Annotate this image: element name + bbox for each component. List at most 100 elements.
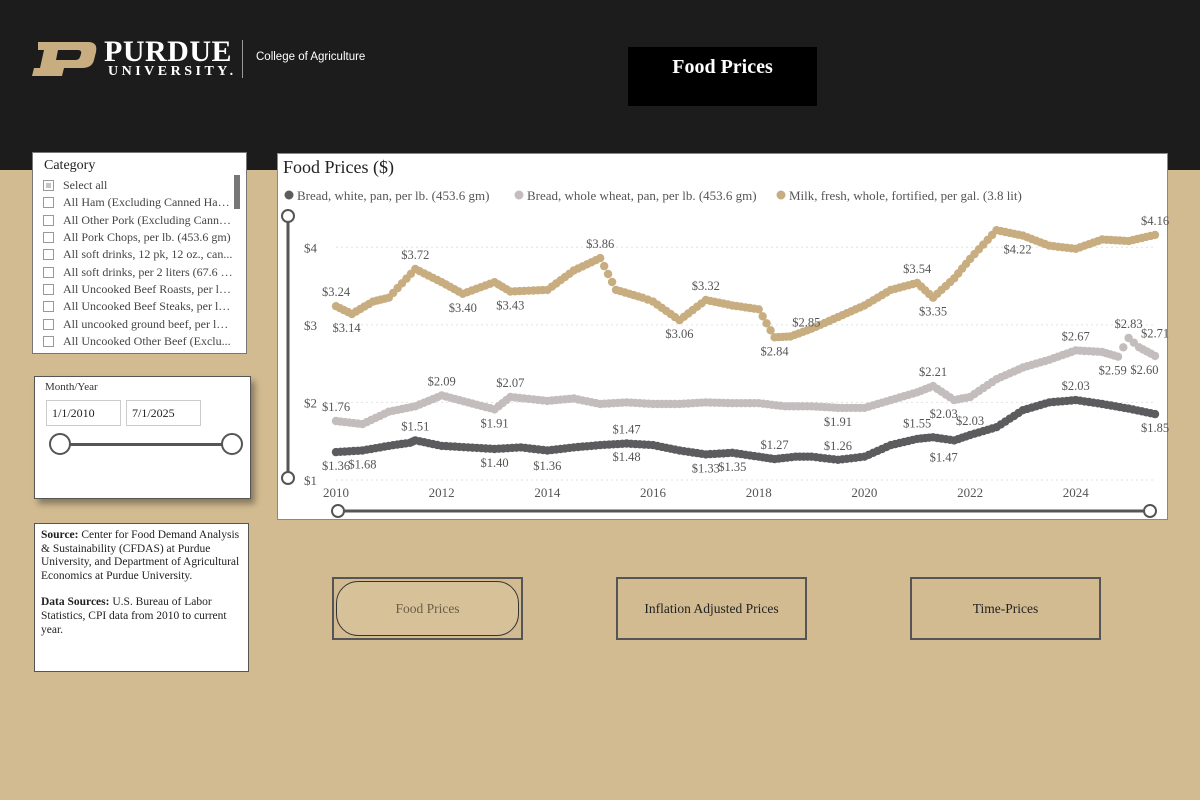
category-item-label: All soft drinks, 12 pk, 12 oz., can... xyxy=(63,247,233,262)
category-item[interactable]: All soft drinks, 12 pk, 12 oz., can... xyxy=(43,246,233,263)
chart-title: Food Prices ($) xyxy=(283,157,394,178)
data-label: $1.91 xyxy=(824,415,852,429)
category-item[interactable]: All Ham (Excluding Canned Ham...) xyxy=(43,194,233,211)
legend-marker xyxy=(514,190,524,200)
checkbox[interactable] xyxy=(43,266,54,278)
data-label: $3.24 xyxy=(322,285,351,299)
x-tick-label: 2014 xyxy=(534,485,561,500)
logo-university: UNIVERSITY. xyxy=(108,64,237,79)
y-range-bottom-handle[interactable] xyxy=(281,471,295,485)
data-label: $3.32 xyxy=(692,279,720,293)
time-prices-button[interactable]: Time-Prices xyxy=(910,577,1101,640)
source-text: Center for Food Demand Analysis & Sustai… xyxy=(41,529,240,582)
data-point xyxy=(758,312,767,321)
checkbox[interactable] xyxy=(43,318,54,330)
data-point xyxy=(600,261,609,271)
legend-entry[interactable]: Milk, fresh, whole, fortified, per gal. … xyxy=(789,188,1022,203)
category-item[interactable]: All Other Pork (Excluding Canned...) xyxy=(43,212,233,229)
legend-entry[interactable]: Bread, whole wheat, pan, per lb. (453.6 … xyxy=(527,188,757,203)
food-prices-button-label: Food Prices xyxy=(336,581,519,636)
x-tick-label: 2024 xyxy=(1063,485,1090,500)
data-point xyxy=(1150,351,1160,361)
x-tick-label: 2010 xyxy=(323,485,349,500)
x-tick-label: 2020 xyxy=(851,485,877,500)
data-label: $1.27 xyxy=(760,438,788,452)
data-label: $3.86 xyxy=(586,237,614,251)
purdue-p-icon xyxy=(32,42,97,76)
category-item[interactable]: All soft drinks, per 2 liters (67.6 oz) xyxy=(43,263,233,280)
data-label: $2.71 xyxy=(1141,326,1169,340)
data-label: $3.43 xyxy=(496,298,524,312)
checkbox[interactable] xyxy=(43,301,54,313)
data-sources-label: Data Sources: xyxy=(41,596,110,609)
data-label: $2.07 xyxy=(496,376,524,390)
category-item[interactable]: All Uncooked Beef Steaks, per lb.... xyxy=(43,298,233,315)
data-label: $1.35 xyxy=(718,460,746,474)
category-item-label: Select all xyxy=(63,178,108,193)
checkbox[interactable] xyxy=(43,180,54,192)
data-label: $1.51 xyxy=(401,419,429,433)
data-label: $1.47 xyxy=(613,423,641,437)
y-range-top-handle[interactable] xyxy=(281,209,295,223)
data-label: $2.83 xyxy=(1115,317,1143,331)
category-item[interactable]: All Uncooked Beef Roasts, per lb.... xyxy=(43,281,233,298)
select-all-item[interactable]: Select all xyxy=(43,177,233,194)
category-item[interactable]: All Pork Chops, per lb. (453.6 gm) xyxy=(43,229,233,246)
category-slicer: Category Select all All Ham (Excluding Ca… xyxy=(32,152,247,354)
header-bar: PURDUE UNIVERSITY. College of Agricultur… xyxy=(0,0,1200,170)
data-label: $3.35 xyxy=(919,305,947,319)
data-point xyxy=(762,319,771,328)
category-slicer-title: Category xyxy=(44,158,96,173)
data-point xyxy=(754,305,763,314)
checkbox[interactable] xyxy=(43,335,54,347)
chart-canvas: Food Prices ($) Bread, white, pan, per lb… xyxy=(281,157,1169,518)
data-point xyxy=(766,326,775,335)
data-label: $3.72 xyxy=(401,248,429,262)
data-label: $2.03 xyxy=(956,414,984,428)
data-sources-text: U.S. Bureau of Labor Statistics, CPI dat… xyxy=(41,596,227,636)
data-label: $1.33 xyxy=(692,461,720,475)
category-item-label: All soft drinks, per 2 liters (67.6 oz) xyxy=(63,264,233,279)
legend-marker xyxy=(776,190,786,200)
food-prices-button[interactable]: Food Prices xyxy=(332,577,523,640)
category-scrollbar[interactable] xyxy=(234,175,240,209)
data-point xyxy=(1150,230,1160,240)
checkbox[interactable] xyxy=(43,197,54,209)
data-label: $1.36 xyxy=(533,459,561,473)
data-label: $3.14 xyxy=(333,321,362,335)
data-point xyxy=(1119,343,1128,352)
category-item[interactable]: All uncooked ground beef, per lb.... xyxy=(43,315,233,332)
data-label: $1.85 xyxy=(1141,421,1169,435)
data-label: $2.59 xyxy=(1099,364,1127,378)
data-label: $1.26 xyxy=(824,439,852,453)
x-range-start-handle[interactable] xyxy=(331,504,345,518)
date-start-handle[interactable] xyxy=(49,433,71,455)
checkbox[interactable] xyxy=(43,232,54,244)
date-end-handle[interactable] xyxy=(221,433,243,455)
legend-entry[interactable]: Bread, white, pan, per lb. (453.6 gm) xyxy=(297,188,489,203)
source-label: Source: xyxy=(41,529,79,541)
end-date-input[interactable]: 7/1/2025 xyxy=(126,400,201,426)
checkbox[interactable] xyxy=(43,249,54,261)
date-slicer: Month/Year 1/1/2010 7/1/2025 xyxy=(34,376,251,499)
data-label: $3.54 xyxy=(903,262,932,276)
data-label: $1.76 xyxy=(322,400,350,414)
data-label: $3.06 xyxy=(665,327,693,341)
date-slicer-title: Month/Year xyxy=(45,381,98,393)
category-item[interactable]: All Uncooked Other Beef (Exclu... xyxy=(43,333,233,350)
data-label: $4.16 xyxy=(1141,214,1169,228)
y-tick-label: $4 xyxy=(304,240,318,255)
page-title: Food Prices xyxy=(628,47,817,106)
checkbox[interactable] xyxy=(43,214,54,226)
logo-divider xyxy=(242,40,243,78)
start-date-input[interactable]: 1/1/2010 xyxy=(46,400,121,426)
checkbox[interactable] xyxy=(43,283,54,295)
logo-wordmark: PURDUE xyxy=(104,35,232,68)
source-note: Source: Center for Food Demand Analysis … xyxy=(34,523,249,672)
x-range-end-handle[interactable] xyxy=(1143,504,1157,518)
inflation-adjusted-button[interactable]: Inflation Adjusted Prices xyxy=(616,577,807,640)
category-item-label: All Other Pork (Excluding Canned...) xyxy=(63,212,233,227)
data-label: $2.21 xyxy=(919,365,947,379)
date-range-track xyxy=(61,443,233,446)
y-tick-label: $1 xyxy=(304,473,317,488)
